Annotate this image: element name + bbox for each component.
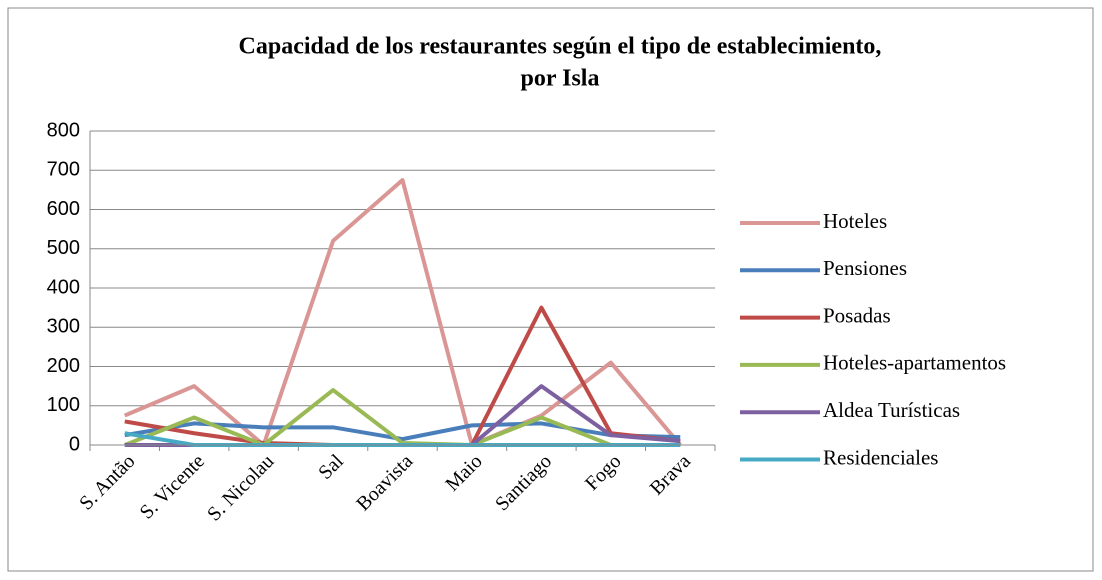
y-tick-label: 800 [47,119,80,141]
y-tick-label: 400 [47,276,80,298]
chart-title: por Isla [521,66,600,92]
y-tick-label: 500 [47,237,80,259]
y-tick-label: 200 [47,355,80,377]
chart-title: Capacidad de los restaurantes según el t… [239,34,882,60]
y-tick-label: 100 [47,394,80,416]
series-line [123,178,682,447]
y-tick-label: 700 [47,159,80,181]
legend-label: Residenciales [823,445,938,469]
chart-border [7,7,1094,572]
legend-label: Hoteles-apartamentos [823,351,1006,375]
legend-label: Pensiones [823,256,907,280]
legend-label: Hoteles [823,209,887,233]
legend-label: Posadas [823,303,891,327]
y-tick-label: 0 [69,433,80,455]
y-tick-label: 600 [47,198,80,220]
y-tick-label: 300 [47,316,80,338]
legend-label: Aldea Turísticas [823,398,960,422]
